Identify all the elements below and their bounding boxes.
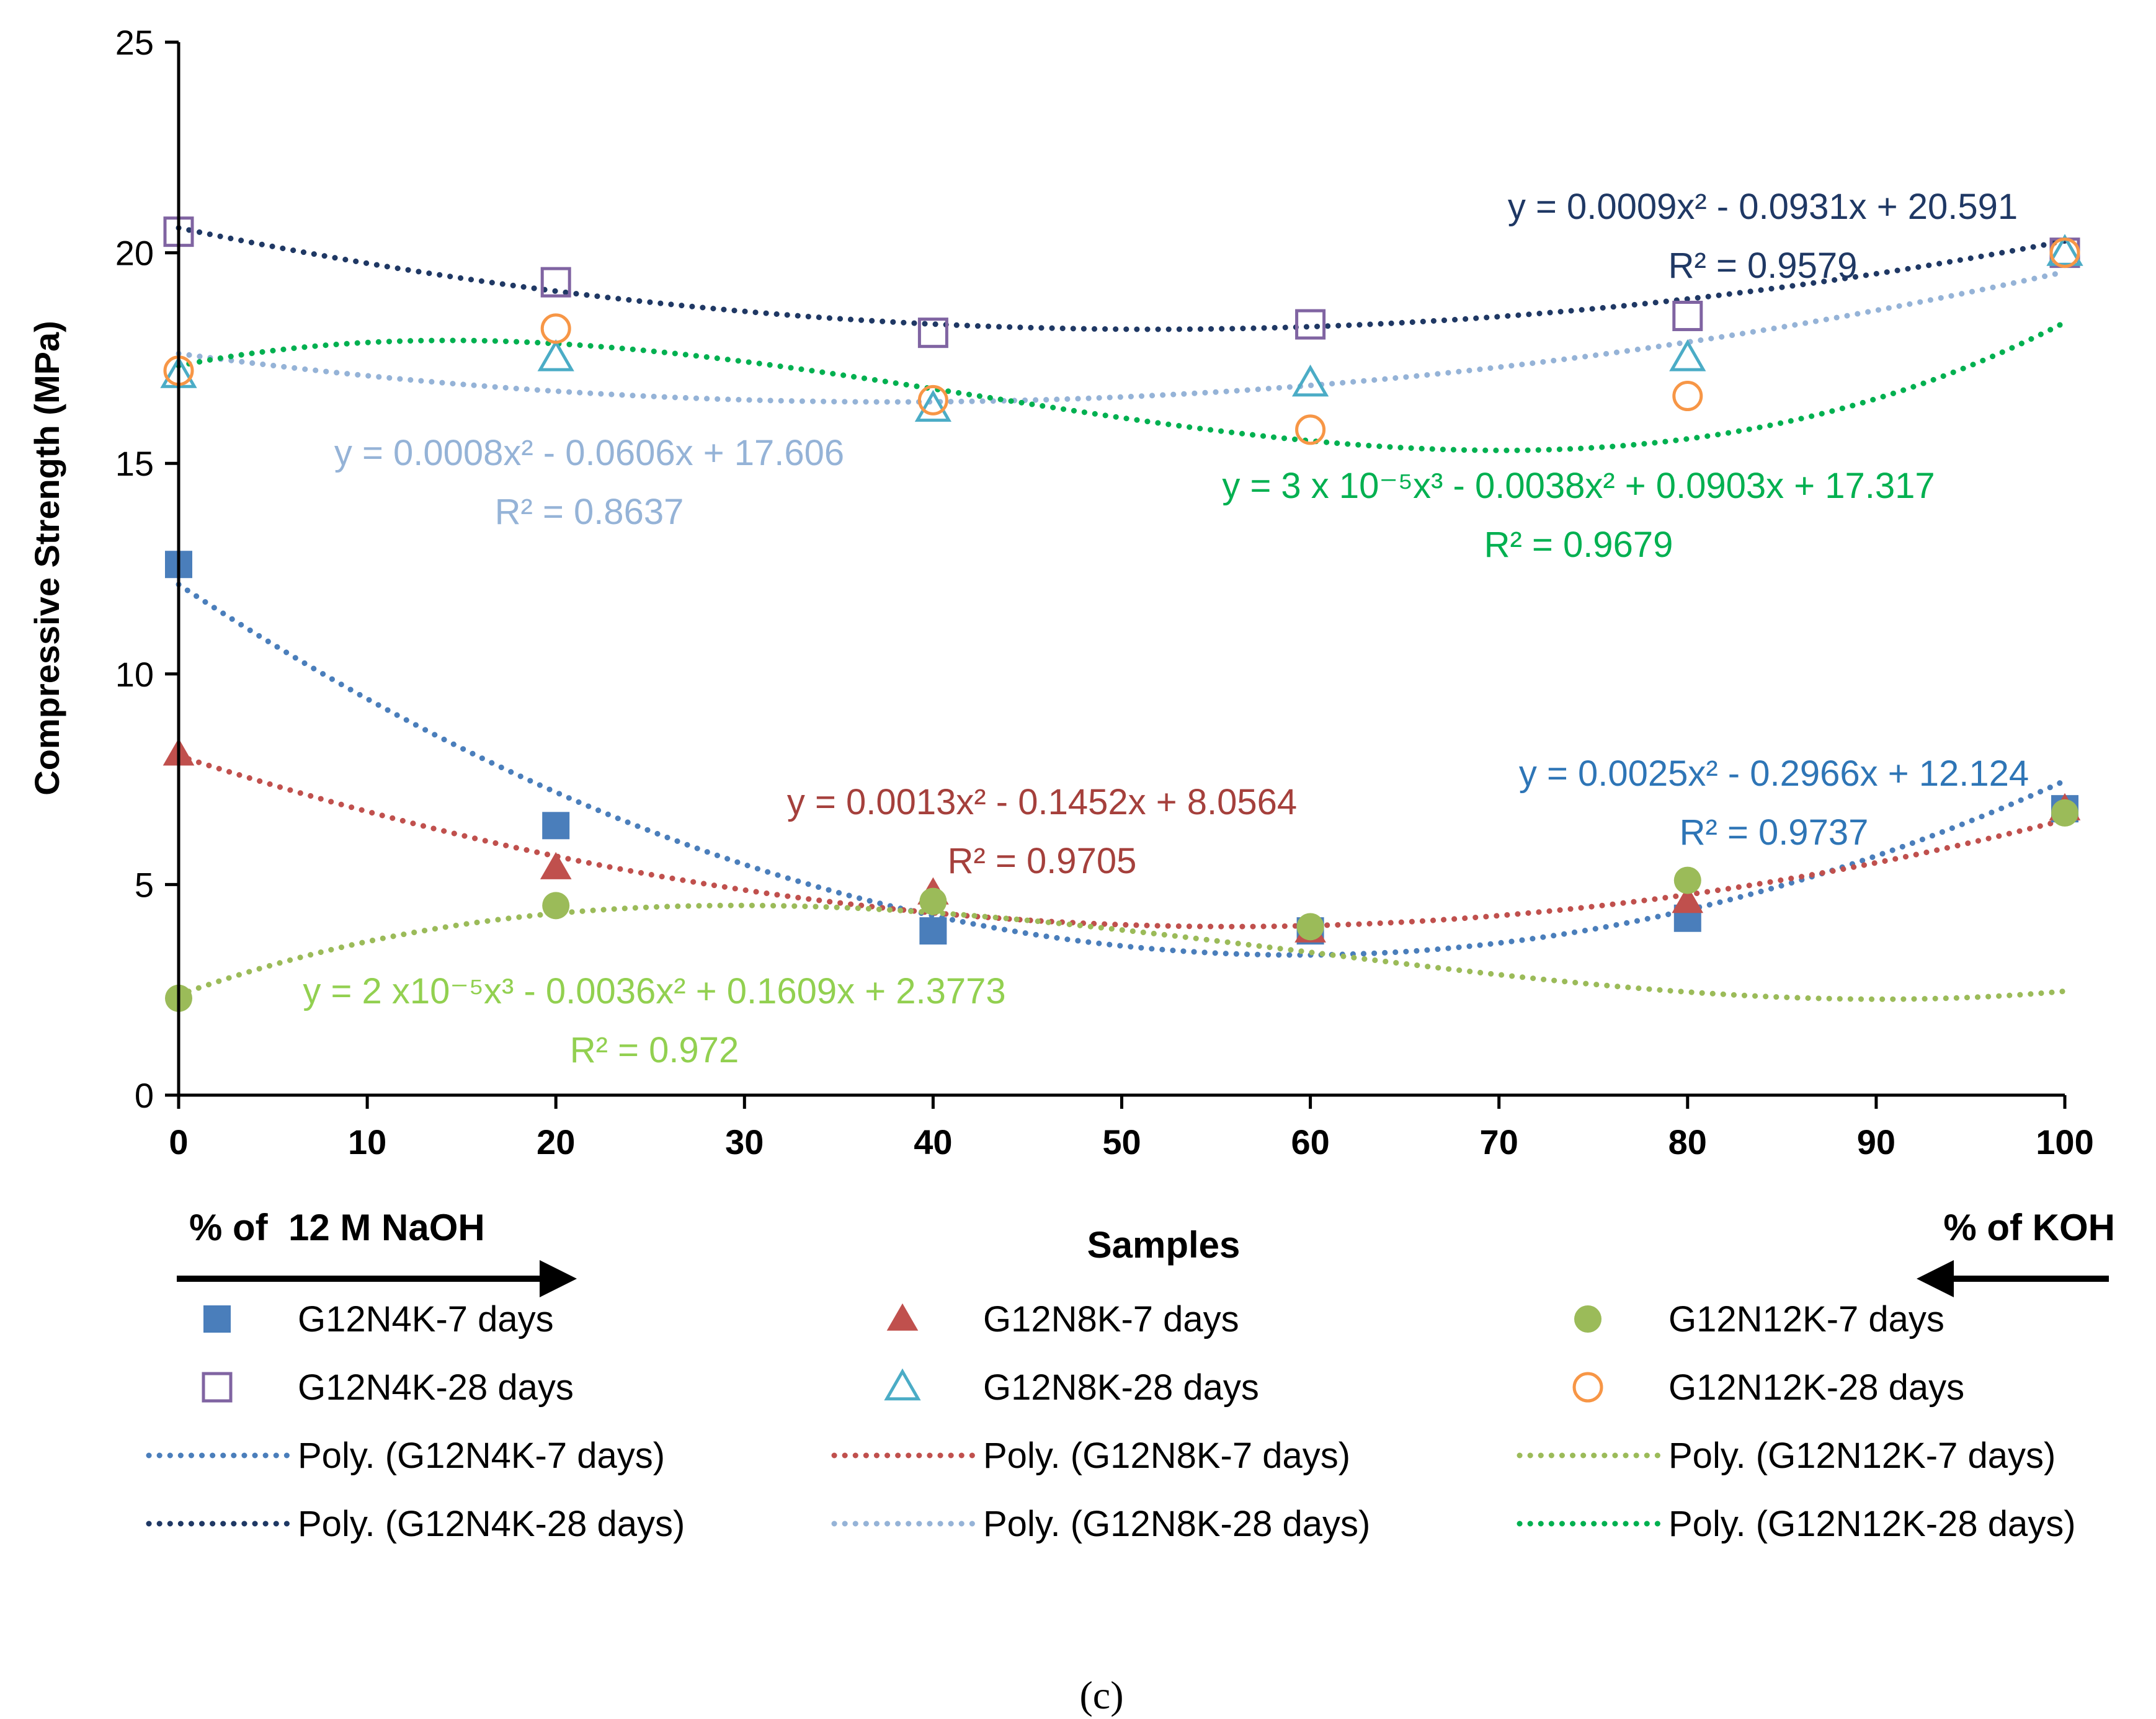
trendline-equation: y = 3 x 10⁻⁵x³ - 0.0038x² + 0.0903x + 17… bbox=[1222, 466, 1935, 506]
data-point bbox=[1672, 381, 1703, 412]
legend-label: Poly. (G12N4K-7 days) bbox=[298, 1436, 665, 1476]
trendline bbox=[176, 225, 2068, 332]
legend-item: G12N4K-7 days bbox=[203, 1299, 554, 1339]
data-point bbox=[542, 892, 570, 920]
data-point bbox=[542, 812, 570, 840]
x-tick-label: 10 bbox=[348, 1122, 386, 1162]
data-point bbox=[917, 318, 948, 349]
y-tick-label: 0 bbox=[135, 1076, 154, 1115]
legend-label: Poly. (G12N4K-28 days) bbox=[298, 1504, 685, 1544]
y-axis-title: Compressive Strength (MPa) bbox=[27, 321, 66, 796]
trendline bbox=[176, 269, 2068, 405]
x-tick-label: 100 bbox=[2036, 1122, 2093, 1162]
y-tick-label: 25 bbox=[115, 23, 154, 62]
data-point bbox=[919, 887, 947, 915]
legend-label: G12N8K-28 days bbox=[983, 1367, 1259, 1408]
legend-item: G12N12K-28 days bbox=[1572, 1367, 1964, 1408]
x-tick-label: 30 bbox=[725, 1122, 764, 1162]
legend-item: Poly. (G12N12K-28 days) bbox=[1517, 1504, 2076, 1544]
trendline-r-squared: R² = 0.8637 bbox=[495, 492, 684, 532]
x-tick-label: 80 bbox=[1668, 1122, 1707, 1162]
legend-item: Poly. (G12N12K-7 days) bbox=[1517, 1436, 2056, 1476]
data-point bbox=[1291, 364, 1329, 397]
y-tick-label: 20 bbox=[115, 234, 154, 273]
legend-item: G12N8K-28 days bbox=[884, 1367, 1259, 1408]
trendline-equation: y = 0.0013x² - 0.1452x + 8.0564 bbox=[787, 782, 1297, 822]
trendline-r-squared: R² = 0.9737 bbox=[1680, 812, 1869, 853]
legend-label: Poly. (G12N12K-7 days) bbox=[1668, 1436, 2056, 1476]
legend-label: G12N8K-7 days bbox=[983, 1299, 1239, 1339]
data-point bbox=[919, 917, 947, 945]
legend-marker bbox=[1574, 1305, 1601, 1333]
data-point bbox=[1673, 866, 1701, 894]
trendline-equation: y = 0.0025x² - 0.2966x + 12.124 bbox=[1519, 753, 2029, 794]
legend-marker bbox=[203, 1305, 231, 1333]
legend-item: G12N8K-7 days bbox=[886, 1299, 1239, 1339]
legend-item: G12N4K-28 days bbox=[202, 1367, 574, 1408]
legend-label: G12N12K-28 days bbox=[1668, 1367, 1964, 1408]
trendline bbox=[176, 902, 2068, 1002]
legend-label: G12N12K-7 days bbox=[1668, 1299, 1944, 1339]
data-point bbox=[537, 339, 574, 371]
legend-marker bbox=[886, 1303, 919, 1331]
legend-label: Poly. (G12N8K-28 days) bbox=[983, 1504, 1370, 1544]
trendline-equation: y = 0.0008x² - 0.0606x + 17.606 bbox=[334, 433, 844, 473]
legend-item: Poly. (G12N8K-7 days) bbox=[831, 1436, 1350, 1476]
figure-caption: (c) bbox=[1079, 1673, 1123, 1717]
x-axis-title: Samples bbox=[1087, 1224, 1241, 1266]
x-tick-label: 0 bbox=[169, 1122, 188, 1162]
trendline-r-squared: R² = 0.9705 bbox=[948, 841, 1137, 881]
legend-label: G12N4K-7 days bbox=[298, 1299, 554, 1339]
y-tick-label: 15 bbox=[115, 444, 154, 483]
x-tick-label: 20 bbox=[537, 1122, 575, 1162]
data-point bbox=[917, 384, 948, 415]
legend: G12N4K-7 days G12N8K-7 days G12N12K-7 days… bbox=[146, 1299, 2076, 1544]
legend-item: Poly. (G12N4K-7 days) bbox=[146, 1436, 665, 1476]
data-points bbox=[160, 216, 2083, 1012]
y-tick-label: 10 bbox=[115, 655, 154, 694]
x-tick-label: 40 bbox=[914, 1122, 952, 1162]
data-point bbox=[1669, 339, 1706, 371]
legend-label: G12N4K-28 days bbox=[298, 1367, 574, 1408]
legend-marker bbox=[202, 1372, 233, 1403]
x-tick-label: 60 bbox=[1291, 1122, 1329, 1162]
data-point bbox=[2049, 238, 2080, 269]
x-tick-label: 50 bbox=[1102, 1122, 1141, 1162]
data-point bbox=[540, 851, 572, 879]
data-point bbox=[1672, 886, 1704, 913]
data-point bbox=[1295, 309, 1326, 340]
data-point bbox=[1295, 414, 1326, 445]
trendline-equation: y = 2 x10⁻⁵x³ - 0.0036x² + 0.1609x + 2.3… bbox=[303, 971, 1005, 1011]
x-tick-label: 90 bbox=[1857, 1122, 1895, 1162]
trendline-r-squared: R² = 0.972 bbox=[570, 1030, 739, 1070]
data-point bbox=[2046, 234, 2083, 266]
trendline-r-squared: R² = 0.9679 bbox=[1484, 525, 1673, 565]
naoh-direction-label: % of 12 M NaOH bbox=[189, 1207, 485, 1248]
data-point bbox=[540, 267, 571, 298]
legend-marker bbox=[884, 1368, 921, 1401]
trendline-equation: y = 0.0009x² - 0.0931x + 20.591 bbox=[1508, 187, 2018, 227]
data-point bbox=[540, 313, 571, 344]
legend-item: Poly. (G12N8K-28 days) bbox=[831, 1504, 1370, 1544]
data-point bbox=[1296, 913, 1324, 941]
trendlines bbox=[176, 225, 2068, 1002]
data-point bbox=[2051, 799, 2078, 827]
data-point bbox=[914, 389, 952, 422]
legend-marker bbox=[1572, 1372, 1603, 1403]
legend-label: Poly. (G12N12K-28 days) bbox=[1668, 1504, 2076, 1544]
trendline-r-squared: R² = 0.9579 bbox=[1668, 246, 1858, 286]
legend-item: G12N12K-7 days bbox=[1574, 1299, 1944, 1339]
koh-direction-label: % of KOH bbox=[1943, 1207, 2115, 1248]
data-point bbox=[1672, 300, 1703, 331]
legend-label: Poly. (G12N8K-7 days) bbox=[983, 1436, 1350, 1476]
trendline-equations: y = 0.0025x² - 0.2966x + 12.124 R² = 0.97… bbox=[303, 187, 2029, 1070]
legend-item: Poly. (G12N4K-28 days) bbox=[146, 1504, 685, 1544]
trendline bbox=[176, 582, 2068, 958]
x-tick-label: 70 bbox=[1480, 1122, 1518, 1162]
y-tick-label: 5 bbox=[135, 865, 154, 904]
axes: 0 5 10 15 20 25 0 10 20 30 40 50 60 70 80 90 100 bbox=[115, 23, 2094, 1162]
trendline bbox=[176, 319, 2068, 453]
trendline bbox=[176, 753, 2068, 930]
